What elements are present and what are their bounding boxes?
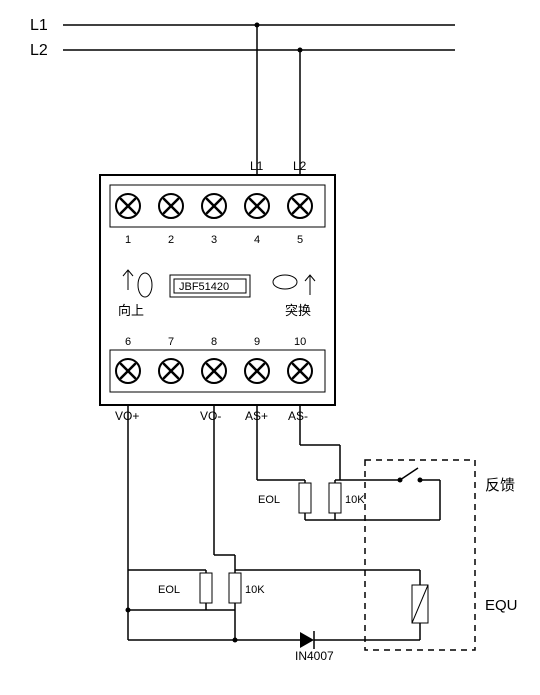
label-alarm: 突换 [285,303,311,318]
eol2-value: 10K [245,584,265,596]
lbl-voplus: VO+ [115,409,139,423]
tnum-4: 4 [254,234,260,246]
junction-L2 [298,48,303,53]
bnum-6: 6 [125,336,131,348]
model-number: JBF51420 [179,281,229,293]
lbl-vominus: VO- [200,409,221,423]
eol1-name: EOL [258,494,280,506]
hdr-L1: L1 [250,159,264,173]
eol2-name: EOL [158,584,180,596]
equ-label: EQU [485,597,518,614]
tnum-5: 5 [297,234,303,246]
resistor-eol1 [299,483,311,513]
feedback-label: 反馈 [485,477,515,494]
eol1-value: 10K [345,494,365,506]
tnum-1: 1 [125,234,131,246]
hdr-L2: L2 [293,159,307,173]
diode [290,631,420,649]
bnum-7: 7 [168,336,174,348]
label-L2: L2 [30,42,48,59]
tnum-2: 2 [168,234,174,246]
wiring-diagram: L1 L2 L1 L2 JBF51420 向上 突换 [0,0,540,695]
tnum-3: 3 [211,234,217,246]
bnum-8: 8 [211,336,217,348]
junction-L1 [255,23,260,28]
field-device-box [365,460,475,650]
resistor-10k1 [329,483,341,513]
lbl-asminus: AS- [288,409,308,423]
resistor-10k2 [229,573,241,603]
label-up: 向上 [118,303,144,318]
resistor-eol2 [200,573,212,603]
diode-label: IN4007 [295,649,334,663]
label-L1: L1 [30,17,48,34]
bnum-9: 9 [254,336,260,348]
bnum-10: 10 [294,336,306,348]
